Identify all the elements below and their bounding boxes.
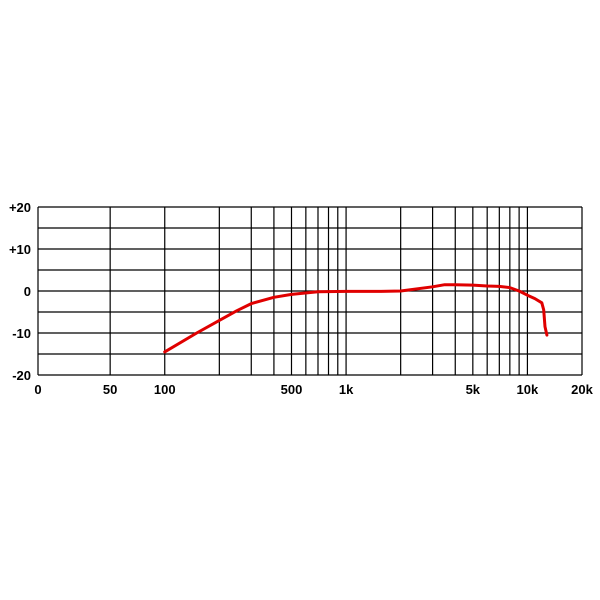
y-tick-label: +20 [9,200,31,215]
x-tick-label: 1k [339,382,354,397]
y-tick-label: -10 [12,326,31,341]
x-tick-label: 0 [34,382,41,397]
x-tick-label: 10k [517,382,539,397]
series-group [163,283,549,354]
x-tick-labels: 0 50 100 500 1k 5k 10k 20k [34,382,593,397]
y-tick-label: 0 [24,284,31,299]
x-tick-label: 500 [281,382,303,397]
x-tick-label: 50 [103,382,117,397]
y-tick-label: -20 [12,368,31,383]
x-tick-label: 100 [154,382,176,397]
x-tick-label: 20k [571,382,593,397]
response-curve [163,283,549,354]
y-tick-labels: +20 +10 0 -10 -20 [9,200,31,383]
x-tick-label: 5k [466,382,481,397]
y-tick-label: +10 [9,242,31,257]
